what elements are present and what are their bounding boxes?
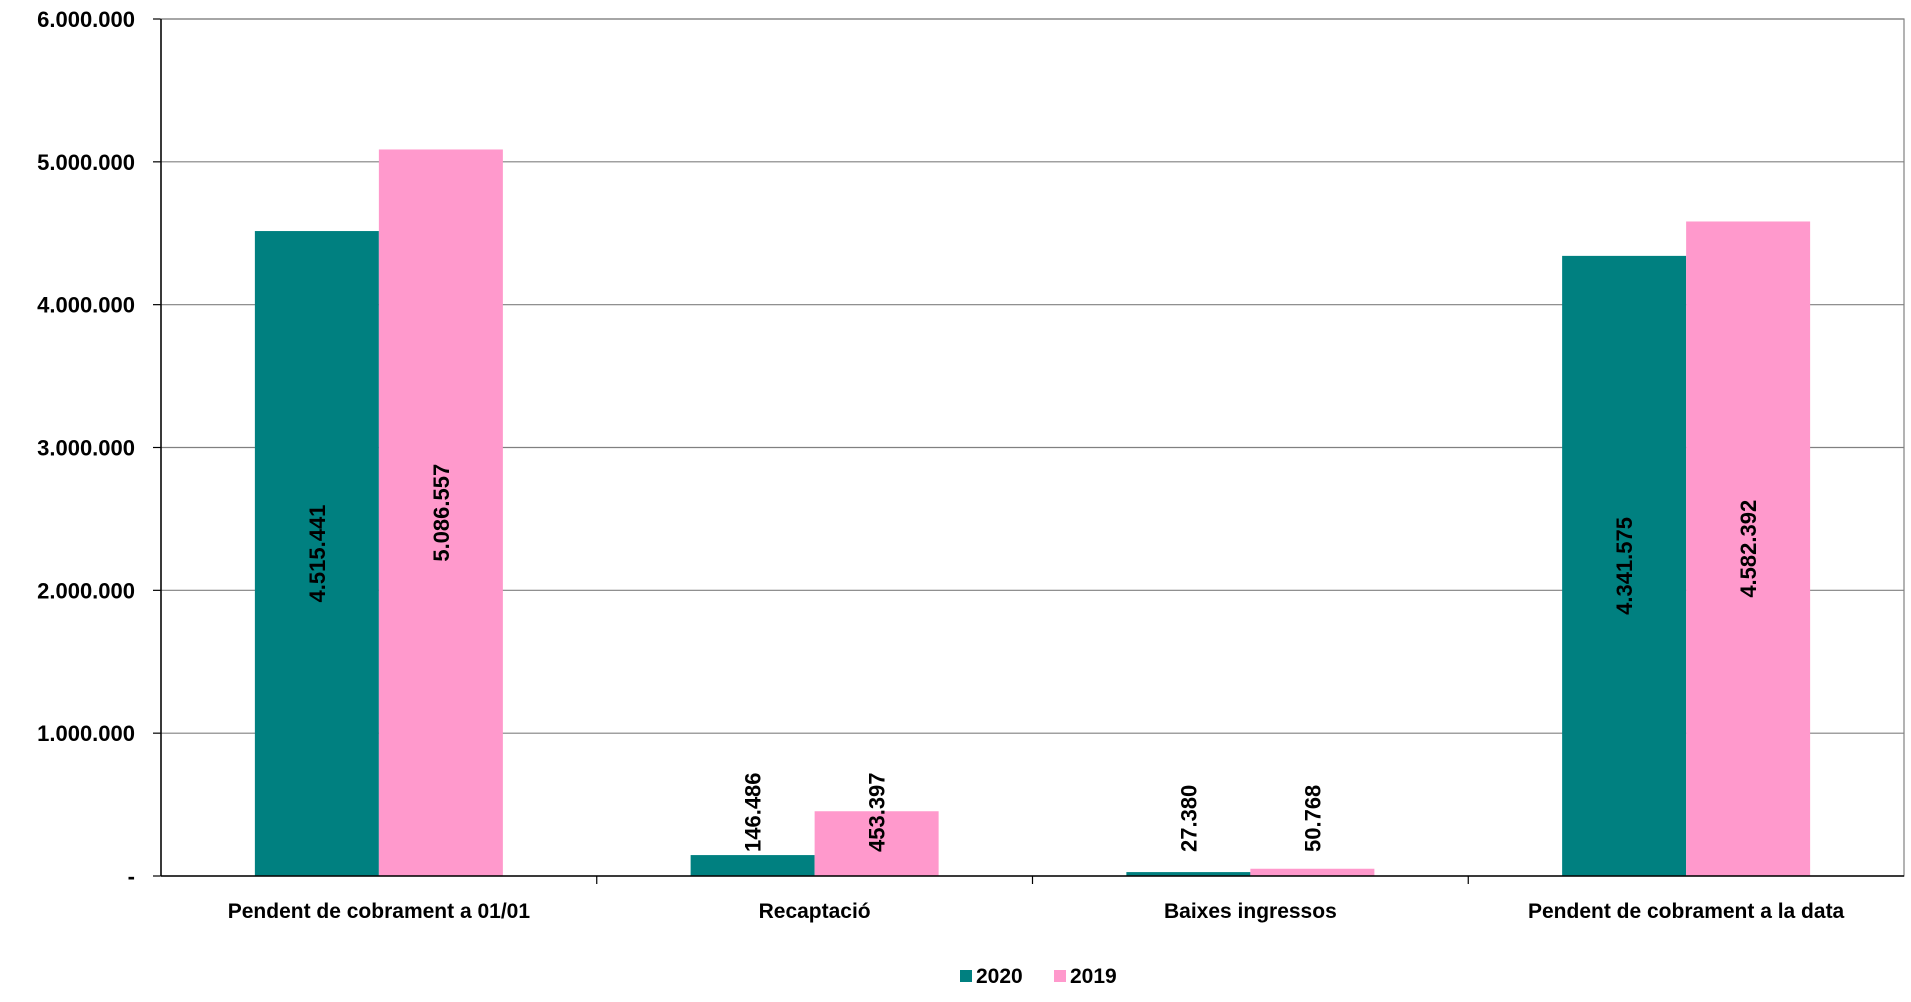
bar xyxy=(1686,221,1811,876)
data-label: 4.341.575 xyxy=(1612,517,1637,615)
axes: - 1.000.000 2.000.000 3.000.000 4.000.000 5.0… xyxy=(37,7,1905,923)
x-tick-label: Pendent de cobrament a la data xyxy=(1528,900,1845,923)
data-labels: 4.515.441 5.086.557 146.486 453.397 27.380 50… xyxy=(305,464,1761,852)
y-tick-label: - xyxy=(128,864,135,889)
bar xyxy=(1250,868,1375,876)
bar xyxy=(1562,255,1687,877)
x-tick-label: Baixes ingressos xyxy=(1164,900,1337,923)
legend: 2020 2019 xyxy=(960,965,1117,988)
legend-label: 2019 xyxy=(1070,965,1117,988)
data-label: 4.582.392 xyxy=(1736,500,1761,598)
y-tick-label: 4.000.000 xyxy=(37,293,135,318)
legend-swatch xyxy=(960,970,972,982)
bar xyxy=(254,231,379,877)
legend-label: 2020 xyxy=(976,965,1023,988)
data-label: 27.380 xyxy=(1176,785,1201,852)
bar xyxy=(690,855,815,876)
data-label: 5.086.557 xyxy=(429,464,454,562)
data-label: 4.515.441 xyxy=(305,505,330,603)
data-label: 146.486 xyxy=(741,772,766,852)
x-tick-label: Recaptació xyxy=(759,900,871,923)
data-label: 453.397 xyxy=(865,772,890,852)
data-label: 50.768 xyxy=(1300,785,1325,852)
legend-swatch xyxy=(1054,970,1066,982)
bar xyxy=(378,149,503,877)
y-tick-label: 1.000.000 xyxy=(37,721,135,746)
bars xyxy=(254,149,1811,877)
y-tick-label: 3.000.000 xyxy=(37,436,135,461)
y-tick-label: 5.000.000 xyxy=(37,150,135,175)
bar xyxy=(1126,872,1251,876)
bar xyxy=(814,811,939,876)
y-tick-label: 2.000.000 xyxy=(37,578,135,603)
x-tick-label: Pendent de cobrament a 01/01 xyxy=(228,900,531,923)
y-tick-label: 6.000.000 xyxy=(37,7,135,32)
